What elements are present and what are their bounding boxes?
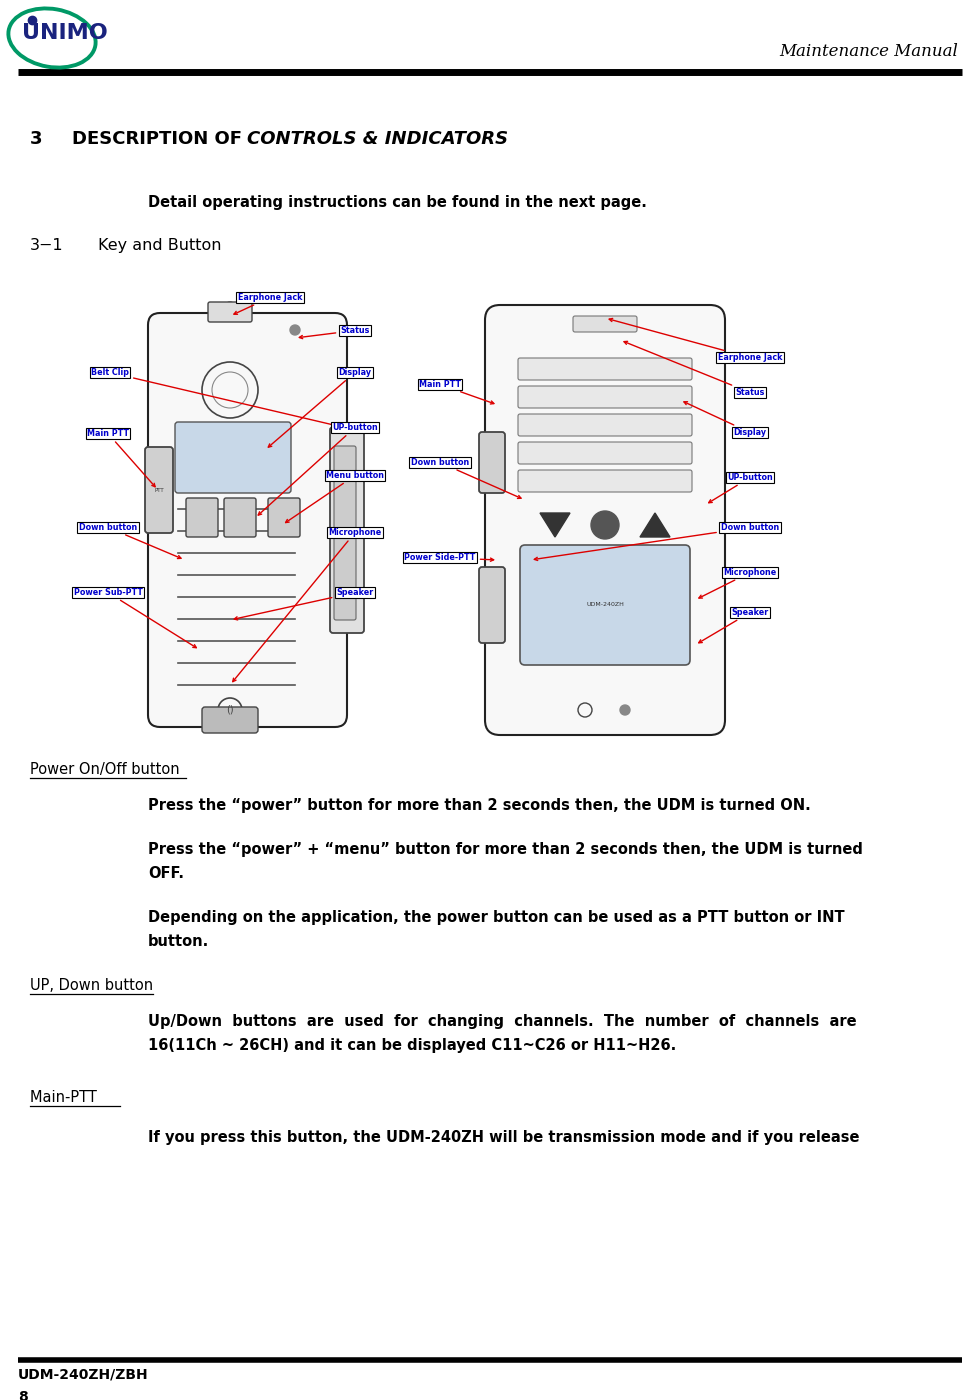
Text: Menu button: Menu button [285,470,384,522]
Text: Key and Button: Key and Button [98,238,221,253]
FancyBboxPatch shape [518,470,692,491]
Text: Down button: Down button [411,458,521,498]
FancyBboxPatch shape [208,302,252,322]
Text: CONTROLS & INDICATORS: CONTROLS & INDICATORS [247,130,508,148]
Text: Display: Display [269,368,371,447]
FancyBboxPatch shape [330,427,364,633]
Text: Display: Display [684,402,766,437]
FancyBboxPatch shape [518,442,692,463]
FancyBboxPatch shape [518,414,692,435]
FancyBboxPatch shape [334,447,356,620]
Text: Belt Clip: Belt Clip [91,368,351,430]
FancyBboxPatch shape [145,447,173,533]
Text: Power Sub-PTT: Power Sub-PTT [74,588,196,648]
FancyBboxPatch shape [573,316,637,332]
Text: 8: 8 [18,1390,27,1400]
Text: (): () [226,706,234,715]
Text: UP, Down button: UP, Down button [30,979,153,993]
Text: Earphone Jack: Earphone Jack [610,318,782,363]
Circle shape [224,302,236,314]
FancyBboxPatch shape [518,358,692,379]
Text: Status: Status [299,326,369,339]
Text: UDM-240ZH: UDM-240ZH [586,602,624,608]
Text: Up/Down  buttons  are  used  for  changing  channels.  The  number  of  channels: Up/Down buttons are used for changing ch… [148,1014,857,1029]
FancyBboxPatch shape [518,386,692,407]
Text: Microphone: Microphone [699,568,776,598]
Text: PTT: PTT [154,487,164,493]
Text: 3: 3 [30,130,42,148]
Text: Microphone: Microphone [232,528,381,682]
Text: Status: Status [624,342,764,398]
FancyBboxPatch shape [268,498,300,538]
Text: Main-PTT: Main-PTT [30,1091,111,1105]
FancyBboxPatch shape [186,498,218,538]
Text: DESCRIPTION OF: DESCRIPTION OF [72,130,248,148]
Text: Press the “power” + “menu” button for more than 2 seconds then, the UDM is turne: Press the “power” + “menu” button for mo… [148,841,862,857]
Text: Speaker: Speaker [234,588,373,620]
Text: Depending on the application, the power button can be used as a PTT button or IN: Depending on the application, the power … [148,910,845,925]
FancyBboxPatch shape [479,433,505,493]
Text: Main PTT: Main PTT [419,379,494,405]
Text: Detail operating instructions can be found in the next page.: Detail operating instructions can be fou… [148,195,647,210]
Text: UP-button: UP-button [709,473,773,503]
Circle shape [290,325,300,335]
Text: UDM-240ZH/ZBH: UDM-240ZH/ZBH [18,1368,149,1382]
Text: 3−1: 3−1 [30,238,64,253]
Polygon shape [640,512,670,538]
Circle shape [591,511,619,539]
Text: Speaker: Speaker [699,608,768,643]
Text: Earphone Jack: Earphone Jack [234,293,302,314]
FancyBboxPatch shape [520,545,690,665]
Text: Power Side-PTT: Power Side-PTT [405,553,494,561]
Text: Main PTT: Main PTT [87,428,155,487]
FancyBboxPatch shape [224,498,256,538]
Circle shape [620,706,630,715]
Text: 16(11Ch ~ 26CH) and it can be displayed C11~C26 or H11~H26.: 16(11Ch ~ 26CH) and it can be displayed … [148,1037,676,1053]
Text: OFF.: OFF. [148,867,184,881]
Text: UP-button: UP-button [258,423,378,515]
FancyBboxPatch shape [485,305,725,735]
Polygon shape [540,512,570,538]
Text: Down button: Down button [534,524,779,560]
FancyBboxPatch shape [202,707,258,734]
Text: Maintenance Manual: Maintenance Manual [779,43,958,60]
Text: UNIMO: UNIMO [22,22,108,43]
Text: Power On/Off button: Power On/Off button [30,762,179,777]
FancyBboxPatch shape [479,567,505,643]
Text: Down button: Down button [78,524,181,559]
Text: button.: button. [148,934,210,949]
Text: Press the “power” button for more than 2 seconds then, the UDM is turned ON.: Press the “power” button for more than 2… [148,798,810,813]
Text: If you press this button, the UDM-240ZH will be transmission mode and if you rel: If you press this button, the UDM-240ZH … [148,1130,859,1145]
FancyBboxPatch shape [148,314,347,727]
FancyBboxPatch shape [175,421,291,493]
